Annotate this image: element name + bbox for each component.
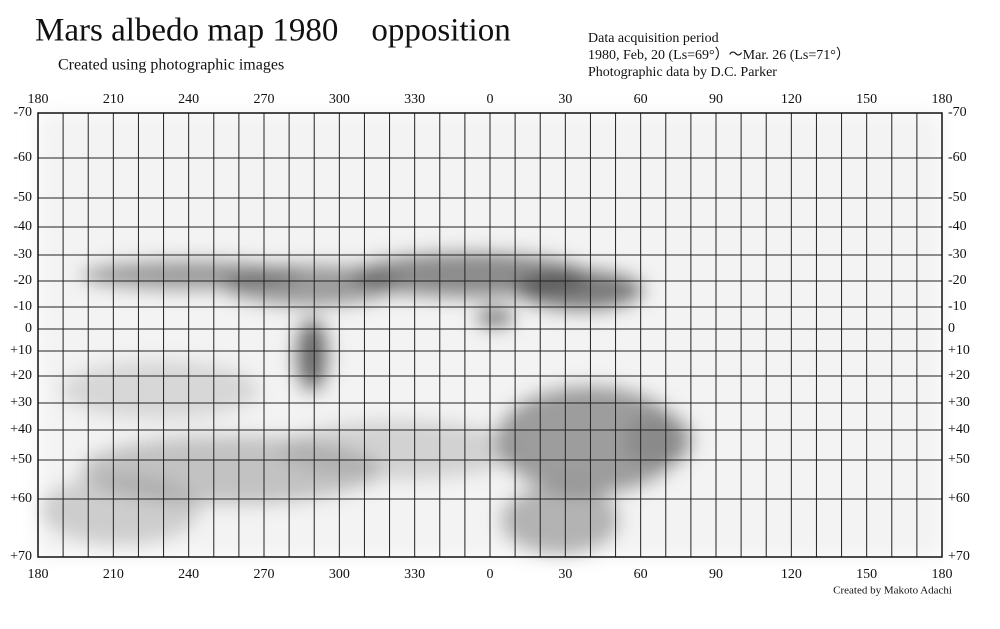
longitude-label: 210 bbox=[103, 567, 124, 582]
longitude-label: 330 bbox=[404, 92, 425, 107]
latitude-label: +60 bbox=[10, 491, 32, 506]
longitude-label: 180 bbox=[28, 567, 49, 582]
latitude-label: +70 bbox=[10, 549, 32, 564]
latitude-label: 0 bbox=[25, 321, 32, 336]
longitude-label: 300 bbox=[329, 92, 350, 107]
latitude-label: +30 bbox=[948, 395, 970, 410]
latitude-label: +20 bbox=[10, 368, 32, 383]
latitude-label: -60 bbox=[948, 150, 967, 165]
latitude-label: 0 bbox=[948, 321, 955, 336]
longitude-label: 60 bbox=[634, 567, 648, 582]
longitude-label: 210 bbox=[103, 92, 124, 107]
latitude-label: -30 bbox=[948, 247, 967, 262]
longitude-label: 180 bbox=[28, 92, 49, 107]
longitude-label: 180 bbox=[932, 92, 953, 107]
latitude-label: -30 bbox=[13, 247, 32, 262]
latitude-label: -20 bbox=[13, 273, 32, 288]
longitude-label: 60 bbox=[634, 92, 648, 107]
info-line: 1980, Feb, 20 (Ls=69°）～Mar. 26 (Ls=71°） bbox=[588, 47, 850, 63]
latitude-label: -50 bbox=[948, 190, 967, 205]
latitude-label: +30 bbox=[10, 395, 32, 410]
latitude-label: -70 bbox=[948, 105, 967, 120]
latitude-label: +40 bbox=[948, 422, 970, 437]
latitude-label: -10 bbox=[948, 299, 967, 314]
latitude-label: -40 bbox=[948, 219, 967, 234]
latitude-label: -10 bbox=[13, 299, 32, 314]
latitude-label: +10 bbox=[10, 343, 32, 358]
latitude-label: +20 bbox=[948, 368, 970, 383]
latitude-label: -50 bbox=[13, 190, 32, 205]
latitude-label: +40 bbox=[10, 422, 32, 437]
latitude-label: -60 bbox=[13, 150, 32, 165]
info-line: Data acquisition period bbox=[588, 31, 719, 46]
latitude-label: +10 bbox=[948, 343, 970, 358]
longitude-label: 330 bbox=[404, 567, 425, 582]
subtitle: Created using photographic images bbox=[58, 57, 284, 74]
longitude-label: 270 bbox=[254, 567, 275, 582]
latitude-label: +70 bbox=[948, 549, 970, 564]
latitude-label: +50 bbox=[948, 452, 970, 467]
longitude-label: 90 bbox=[709, 567, 723, 582]
latitude-label: -20 bbox=[948, 273, 967, 288]
longitude-label: 240 bbox=[178, 92, 199, 107]
longitude-label: 90 bbox=[709, 92, 723, 107]
info-line: Photographic data by D.C. Parker bbox=[588, 65, 777, 80]
longitude-label: 300 bbox=[329, 567, 350, 582]
latitude-label: -70 bbox=[13, 105, 32, 120]
credit: Created by Makoto Adachi bbox=[833, 585, 952, 597]
map-frame bbox=[37, 112, 943, 558]
latitude-label: +60 bbox=[948, 491, 970, 506]
longitude-label: 150 bbox=[856, 567, 877, 582]
longitude-label: 270 bbox=[254, 92, 275, 107]
longitude-label: 150 bbox=[856, 92, 877, 107]
latitude-label: -40 bbox=[13, 219, 32, 234]
longitude-label: 0 bbox=[487, 567, 494, 582]
longitude-label: 120 bbox=[781, 567, 802, 582]
longitude-label: 30 bbox=[558, 92, 572, 107]
longitude-label: 240 bbox=[178, 567, 199, 582]
latitude-label: +50 bbox=[10, 452, 32, 467]
title: Mars albedo map 1980 opposition bbox=[35, 13, 511, 49]
longitude-label: 120 bbox=[781, 92, 802, 107]
longitude-label: 0 bbox=[487, 92, 494, 107]
longitude-label: 180 bbox=[932, 567, 953, 582]
longitude-label: 30 bbox=[558, 567, 572, 582]
